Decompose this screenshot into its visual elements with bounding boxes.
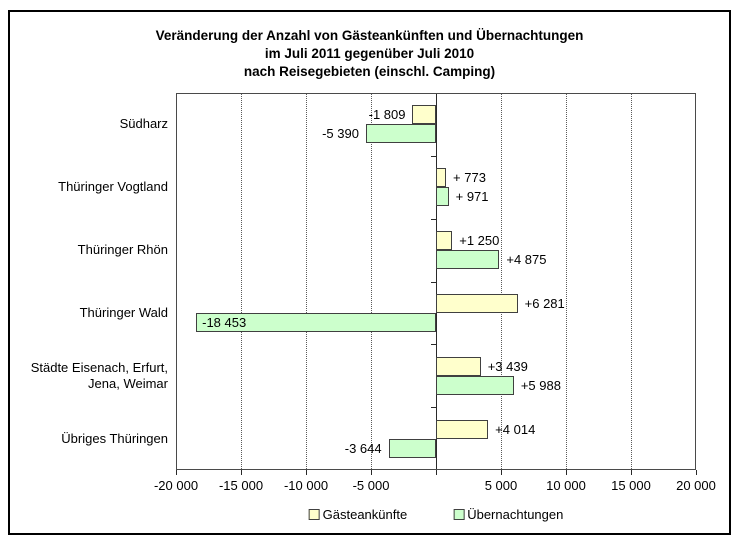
- zero-axis-line: [436, 94, 437, 469]
- category-axis-tick: [431, 218, 436, 220]
- value-label-übernachtungen-0: -5 390: [322, 126, 359, 142]
- chart-title-line-2: im Juli 2011 gegenüber Juli 2010: [264, 46, 475, 61]
- legend-swatch-gaesteankuenfte: [308, 509, 320, 520]
- category-label-2: Thüringer Rhön: [78, 242, 168, 258]
- x-axis-tick: [306, 470, 307, 475]
- x-axis-tick: [371, 470, 372, 475]
- gridline: [306, 94, 307, 469]
- x-axis-tick: [501, 470, 502, 475]
- x-axis-tick: [566, 470, 567, 475]
- value-label-übernachtungen-3: -18 453: [202, 314, 247, 330]
- legend-label-uebernachtungen: Übernachtungen: [467, 507, 564, 522]
- category-label-line: Städte Eisenach, Erfurt,: [30, 359, 168, 375]
- bar-gästeankünfte-0: [412, 105, 436, 125]
- gridline: [566, 94, 567, 469]
- category-axis-tick: [431, 407, 436, 409]
- x-axis-tick-label: 10 000: [546, 478, 586, 493]
- category-label-line: Übriges Thüringen: [61, 430, 168, 446]
- bar-gästeankünfte-1: [436, 168, 447, 188]
- gridline: [241, 94, 242, 469]
- legend-swatch-uebernachtungen: [453, 509, 465, 520]
- category-axis-tick: [431, 155, 436, 157]
- legend-item-gaesteankuenfte: Gästeankünfte: [308, 507, 408, 522]
- chart-title-line-1: Veränderung der Anzahl von Gästeankünfte…: [155, 28, 584, 43]
- bar-übernachtungen-3: [196, 312, 436, 332]
- category-label-1: Thüringer Vogtland: [58, 179, 168, 195]
- value-label-gästeankünfte-4: +3 439: [487, 358, 528, 374]
- x-axis-tick-label: -10 000: [283, 478, 329, 493]
- value-label-übernachtungen-1: + 971: [455, 189, 489, 205]
- bar-übernachtungen-0: [365, 124, 436, 144]
- value-label-gästeankünfte-2: +1 250: [459, 233, 500, 249]
- legend-item-uebernachtungen: Übernachtungen: [453, 507, 563, 522]
- legend-label-gaesteankuenfte: Gästeankünfte: [322, 507, 408, 522]
- value-label-übernachtungen-4: +5 988: [520, 377, 561, 393]
- category-label-4: Städte Eisenach, Erfurt, Jena, Weimar: [31, 360, 168, 392]
- category-label-5: Übriges Thüringen: [61, 431, 168, 447]
- x-axis-tick-label: -15 000: [218, 478, 264, 493]
- bar-übernachtungen-1: [436, 187, 449, 207]
- gridline: [631, 94, 632, 469]
- category-label-0: Südharz: [120, 116, 168, 132]
- bar-übernachtungen-2: [436, 250, 500, 270]
- value-label-gästeankünfte-1: + 773: [453, 170, 486, 186]
- category-axis-tick: [431, 344, 436, 346]
- x-axis-tick-label: 15 000: [611, 478, 651, 493]
- value-label-gästeankünfte-3: +6 281: [524, 295, 565, 311]
- category-label-3: Thüringer Wald: [80, 305, 168, 321]
- category-label-line: Südharz: [119, 116, 168, 132]
- bar-gästeankünfte-2: [436, 231, 453, 251]
- x-axis-tick-label: 20 000: [676, 478, 716, 493]
- category-label-line: Thüringer Rhön: [77, 242, 168, 258]
- value-label-gästeankünfte-5: +4 014: [495, 421, 536, 437]
- chart-title: Veränderung der Anzahl von Gästeankünfte…: [8, 27, 731, 81]
- x-axis-tick: [631, 470, 632, 475]
- gridline: [371, 94, 372, 469]
- bar-übernachtungen-5: [388, 438, 436, 458]
- bar-gästeankünfte-5: [436, 419, 489, 439]
- chart-title-line-3: nach Reisegebieten (einschl. Camping): [243, 64, 496, 79]
- value-label-gästeankünfte-0: -1 809: [368, 107, 406, 123]
- x-axis-tick: [696, 470, 697, 475]
- x-axis-tick: [176, 470, 177, 475]
- category-label-line: Thüringer Wald: [79, 304, 168, 320]
- legend: Gästeankünfte Übernachtungen: [308, 507, 563, 522]
- x-axis-tick: [436, 470, 437, 475]
- category-axis-tick: [431, 281, 436, 283]
- x-axis-tick-label: -20 000: [153, 478, 199, 493]
- value-label-übernachtungen-2: +4 875: [506, 252, 547, 268]
- plot-area: [176, 93, 696, 470]
- category-label-line: Thüringer Vogtland: [58, 179, 168, 195]
- bar-gästeankünfte-4: [436, 356, 481, 376]
- category-label-line: Jena, Weimar: [88, 375, 168, 391]
- x-axis-tick: [241, 470, 242, 475]
- bar-gästeankünfte-3: [436, 293, 518, 313]
- bar-übernachtungen-4: [436, 375, 514, 395]
- value-label-übernachtungen-5: -3 644: [344, 440, 382, 456]
- gridline: [501, 94, 502, 469]
- x-axis-tick-label: 5 000: [484, 478, 518, 493]
- x-axis-tick-label: -5 000: [352, 478, 390, 493]
